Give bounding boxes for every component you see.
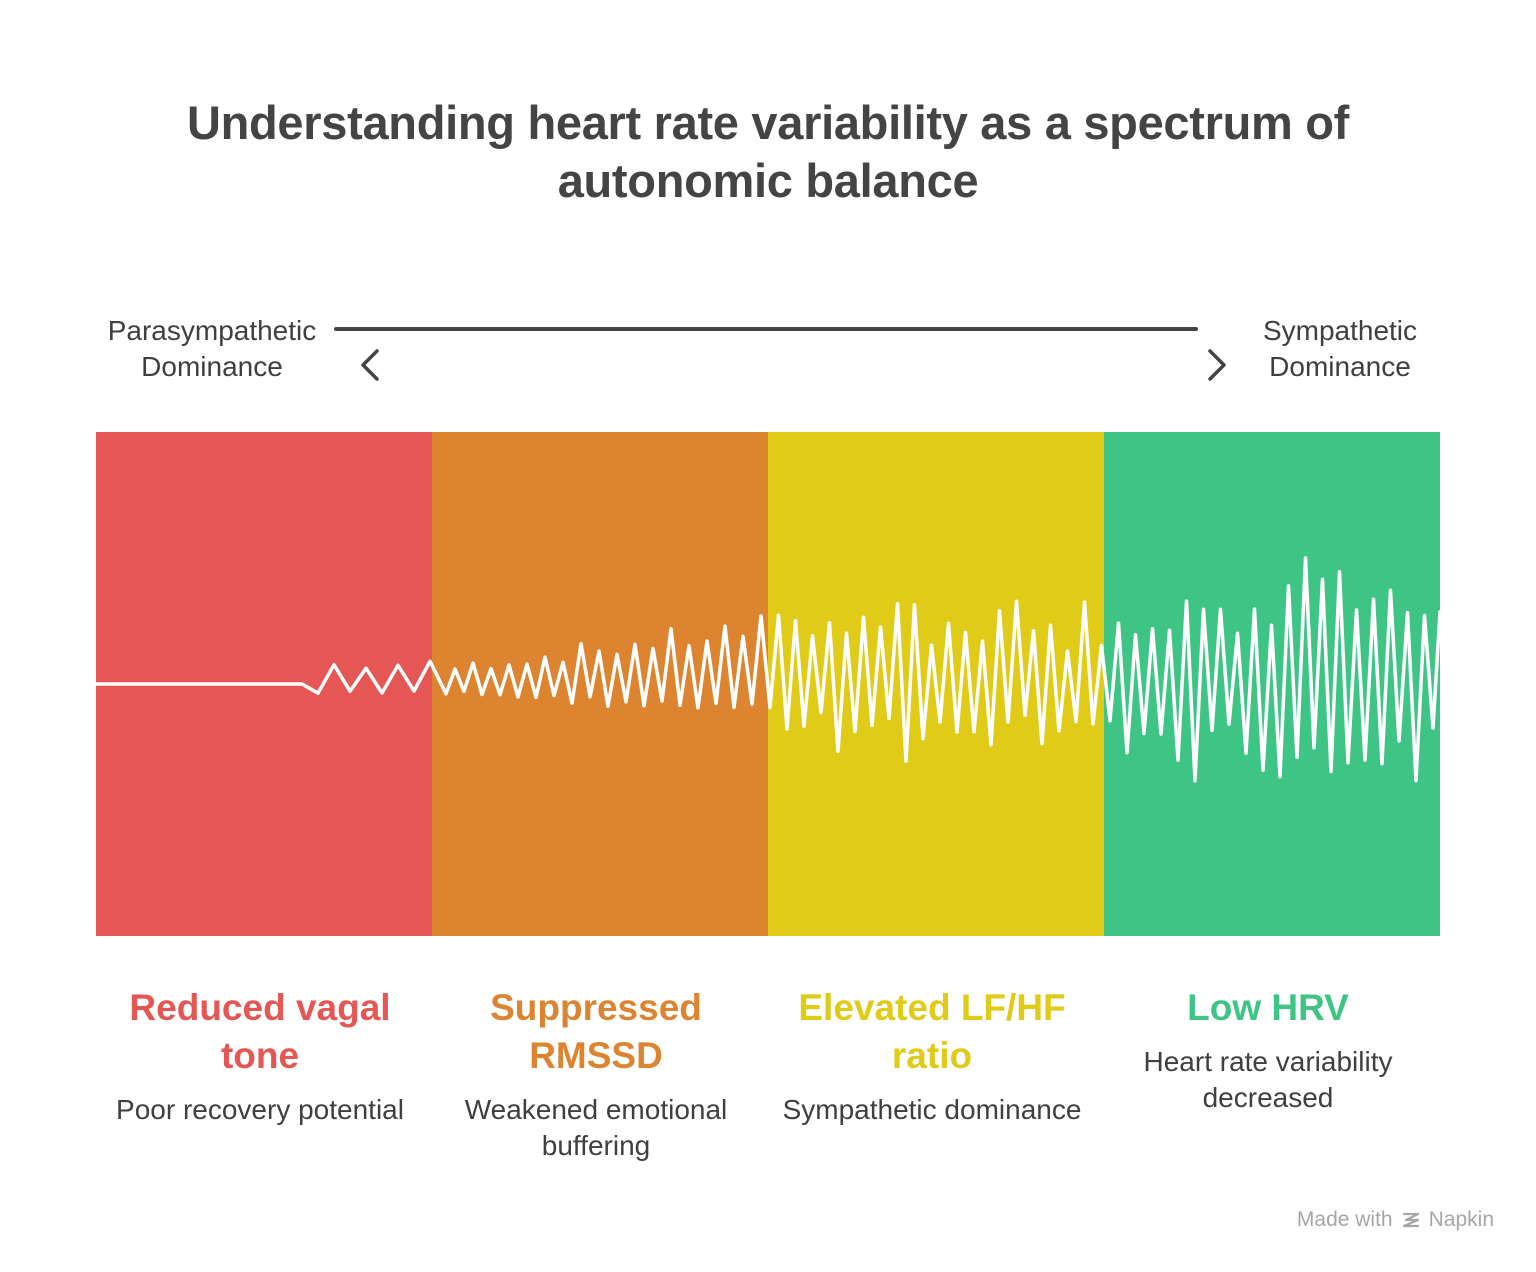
axis-left-line-2: Dominance	[141, 351, 283, 382]
title-line-1: Understanding heart rate variability as …	[186, 96, 1350, 149]
axis-label-sympathetic: Sympathetic Dominance	[1210, 313, 1470, 385]
napkin-logo-icon	[1402, 1212, 1419, 1228]
stage-title: Suppressed RMSSD	[490, 987, 702, 1076]
made-with-napkin-badge: Made with Napkin	[1297, 1208, 1494, 1232]
chevron-right-icon	[1208, 349, 1226, 381]
title-line-2: autonomic balance	[557, 154, 979, 207]
page-title: Understanding heart rate variability as …	[118, 94, 1418, 210]
stage-low-hrv: Low HRV Heart rate variability decreased	[1100, 984, 1436, 1116]
stage-description: Heart rate variability decreased	[1143, 1046, 1393, 1113]
hrv-waveform-line	[96, 556, 1440, 783]
axis-left-line-1: Parasympathetic	[107, 315, 317, 346]
chevron-left-icon	[361, 349, 379, 381]
made-with-label: Made with	[1296, 1208, 1393, 1231]
axis-label-parasympathetic: Parasympathetic Dominance	[82, 313, 342, 385]
stage-title: Reduced vagal tone	[129, 987, 391, 1076]
stage-title: Elevated LF/HF ratio	[798, 987, 1066, 1076]
axis-right-line-2: Dominance	[1269, 351, 1411, 382]
napkin-brand-label: Napkin	[1428, 1208, 1494, 1231]
stage-title: Low HRV	[1187, 987, 1349, 1028]
stage-description: Weakened emotional buffering	[464, 1094, 728, 1161]
stage-elevated-lf-hf: Elevated LF/HF ratio Sympathetic dominan…	[764, 984, 1100, 1128]
spectrum-axis	[334, 327, 1226, 381]
stage-description: Poor recovery potential	[116, 1094, 404, 1125]
stage-suppressed-rmssd: Suppressed RMSSD Weakened emotional buff…	[428, 984, 764, 1164]
stage-description: Sympathetic dominance	[782, 1094, 1082, 1125]
hrv-waveform-icon	[96, 556, 1440, 783]
band-low-hrv	[1104, 432, 1440, 936]
axis-right-line-1: Sympathetic	[1262, 315, 1418, 346]
stage-reduced-vagal-tone: Reduced vagal tone Poor recovery potenti…	[92, 984, 428, 1128]
